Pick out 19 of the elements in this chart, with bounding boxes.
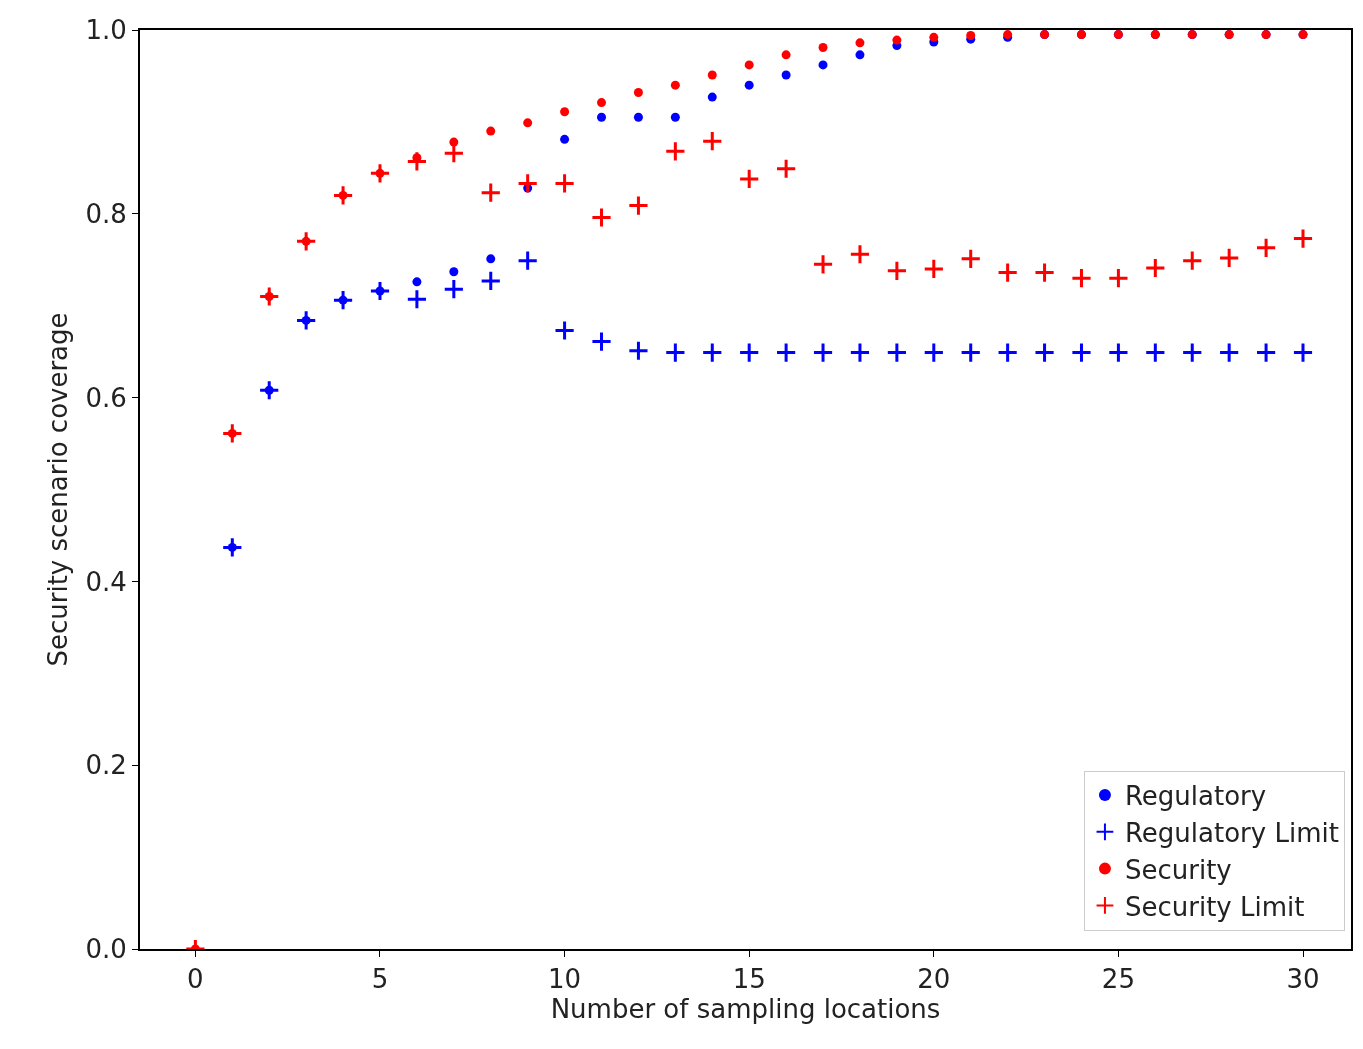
y-tick-label: 0.8 — [85, 198, 127, 229]
x-tick-label: 10 — [548, 964, 582, 995]
x-tick-label: 30 — [1286, 964, 1320, 995]
legend-label: Regulatory — [1124, 781, 1267, 812]
x-tick-label: 15 — [732, 964, 766, 995]
x-tick-label: 25 — [1101, 964, 1135, 995]
y-axis-title: Security scenario coverage — [43, 312, 74, 667]
y-tick-label: 0.2 — [85, 750, 127, 781]
y-tick-label: 1.0 — [85, 15, 127, 46]
y-tick-label: 0.0 — [85, 934, 127, 965]
x-tick-label: 5 — [371, 964, 389, 995]
y-tick-label: 0.6 — [85, 382, 127, 413]
x-axis-title: Number of sampling locations — [550, 994, 941, 1025]
y-tick-label: 0.4 — [85, 566, 127, 597]
legend-label: Security Limit — [1124, 891, 1305, 922]
legend-label: Security — [1124, 854, 1232, 885]
x-tick-label: 20 — [917, 964, 951, 995]
x-tick-label: 0 — [187, 964, 204, 995]
legend-label: Regulatory Limit — [1124, 817, 1339, 848]
